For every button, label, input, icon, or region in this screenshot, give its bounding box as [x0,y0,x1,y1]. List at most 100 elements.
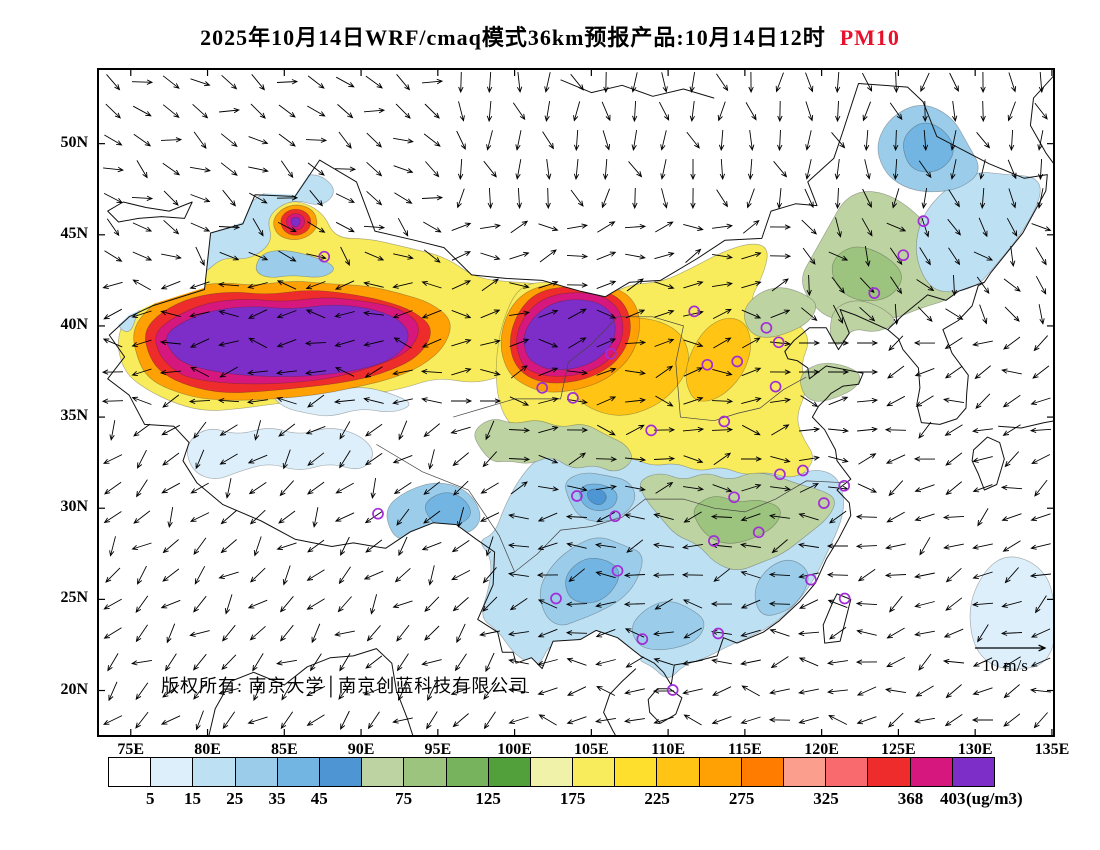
colorbar [108,757,995,787]
colorbar-tick-label: 15 [183,789,201,808]
city-marker [571,490,583,502]
colorbar-tick-label: 25 [226,789,244,808]
colorbar-tick-label: 325 [813,789,839,808]
region-junggar-purple [290,216,301,228]
colorbar-unit: (ug/m3) [966,789,1023,808]
colorbar-tick-label: 35 [268,789,286,808]
lon-label: 115E [727,741,762,758]
city-marker [897,249,910,262]
pm10-filled-contours [117,105,1055,678]
region-northeast-east-lightblue [916,172,1041,293]
lon-label: 85E [270,741,298,758]
lon-label: 90E [347,741,375,758]
city-marker [605,347,617,360]
colorbar-tick-label: 403 [940,789,966,808]
outline-taiwan [822,593,852,644]
city-marker [718,415,731,428]
colorbar-cell [698,757,742,787]
region-alxa-purple [523,299,616,371]
lon-label: 95E [424,741,452,758]
region-qinghai-sage [474,419,632,472]
outline-lake-balkhash [107,201,193,223]
outline-china [107,83,1048,686]
region-tianshan-valley-blue [255,250,334,278]
city-marker [760,321,773,334]
page-title: 2025年10月14日WRF/cmaq模式36km预报产品:10月14日12时 P… [0,20,1100,52]
lat-label: 35N [60,407,88,425]
colorbar-cell [783,757,827,787]
colorbar-cell [572,757,616,787]
city-marker [636,633,649,645]
colorbar-labels: 5 15 25 35 45 75 125 175 225 275 325 368 403 [108,789,995,811]
city-marker [666,684,679,696]
colorbar-cell [361,757,405,787]
city-marker [774,468,786,481]
lon-label: 110E [651,741,685,758]
region-tibet-lightblue-south [187,428,373,479]
city-markers [318,215,930,696]
colorbar-tick-label: 5 [145,789,155,808]
colorbar-cell [614,757,658,787]
lat-label: 50N [60,133,88,151]
city-marker [688,305,701,318]
outline-hainan [647,688,683,724]
rivers [376,316,845,573]
lon-label: 80E [194,741,221,758]
region-heilongjiang-deepblue [903,122,954,173]
city-marker [611,564,624,577]
region-northeast-green [831,246,902,302]
region-tarim-purple [166,304,409,377]
city-marker [838,592,851,605]
city-marker [818,497,830,509]
city-marker [550,592,562,605]
wind-vectors [101,71,1052,731]
wind-scale-arrow [975,644,1047,652]
lat-label: 20N [60,680,88,698]
lon-label: 75E [117,741,145,758]
colorbar-cell [276,757,320,787]
lat-label: 30N [60,498,88,516]
city-marker [372,507,384,520]
city-marker [728,491,740,504]
title-main: 2025年10月14日WRF/cmaq模式36km预报产品:10月14日12时 [200,25,826,50]
city-marker [769,380,782,393]
plot-frame [97,68,1055,737]
colorbar-cell [909,757,953,787]
colorbar-cell [192,757,236,787]
axis-ticks [97,68,1055,737]
colorbar-tick-label: 175 [559,789,586,808]
colorbar-cell [487,757,531,787]
city-marker [609,510,621,523]
city-marker [797,464,809,477]
city-marker [318,250,331,263]
colorbar-tick-label: 125 [475,789,501,808]
copyright-note: 版权所有: 南京大学│南京创蓝科技有限公司 [161,676,529,696]
map-area: 版权所有: 南京大学│南京创蓝科技有限公司 10 m/s [97,68,1055,737]
city-marker [917,215,930,227]
colorbar-tick-label: 75 [395,789,413,808]
outline-bengal-coast [208,648,414,737]
outline-honshu-west [998,420,1055,429]
colorbar-tick-label: 45 [310,789,328,808]
title-pollutant: PM10 [839,25,900,50]
lat-label: 45N [60,224,88,242]
lon-label: 105E [574,741,609,758]
colorbar-cell [867,757,911,787]
region-pacific-paleblue [969,556,1055,670]
city-marker [536,382,549,394]
city-marker [805,573,817,586]
wind-scale-label: 10 m/s [982,656,1028,675]
colorbar-cell [656,757,700,787]
colorbar-cell [445,757,489,787]
colorbar-cell [318,757,363,787]
lon-label: 120E [804,741,839,758]
lon-label: 130E [957,741,993,758]
colorbar-cell [403,757,447,787]
colorbar-cell [150,757,194,787]
city-marker [838,479,851,492]
colorbar-cell [825,757,869,787]
colorbar-cell [529,757,574,787]
lon-label: 125E [881,741,916,758]
river-yangtze-river [376,444,845,573]
lat-label: 40N [60,315,88,333]
